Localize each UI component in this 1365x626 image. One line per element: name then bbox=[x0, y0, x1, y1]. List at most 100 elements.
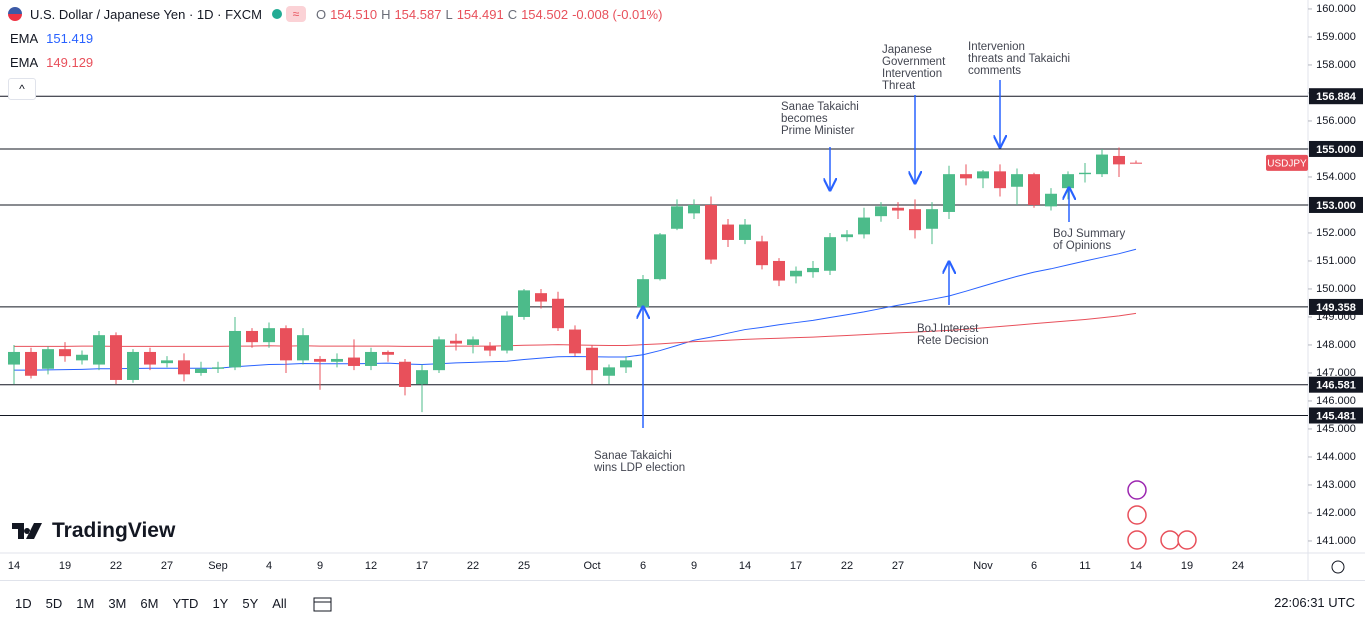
indicator-value: 149.129 bbox=[46, 55, 94, 70]
ohlc-value: 154.510 bbox=[330, 6, 378, 22]
annotation-text: wins LDP election bbox=[593, 462, 685, 474]
candle-body bbox=[93, 335, 105, 365]
settings-icon[interactable] bbox=[1331, 560, 1345, 574]
x-tick-label: 19 bbox=[1181, 560, 1193, 572]
range-button[interactable]: YTD bbox=[172, 596, 199, 611]
candle-body bbox=[161, 360, 173, 364]
candle-body bbox=[1028, 174, 1040, 205]
event-icons bbox=[1127, 480, 1197, 550]
collapse-button[interactable]: ^ bbox=[8, 78, 36, 100]
event-icon[interactable] bbox=[1177, 530, 1197, 550]
range-button[interactable]: 5Y bbox=[242, 596, 259, 611]
x-tick-label: 27 bbox=[892, 560, 904, 572]
y-tick-label: 141.000 bbox=[1316, 535, 1356, 547]
range-button[interactable]: 5D bbox=[45, 596, 63, 611]
candle-body bbox=[314, 358, 326, 362]
candle-body bbox=[195, 368, 207, 373]
candle-body bbox=[535, 293, 547, 302]
y-tick-label: 143.000 bbox=[1316, 479, 1356, 491]
ohlc-value: 154.502 bbox=[521, 6, 569, 22]
event-icon[interactable] bbox=[1127, 530, 1147, 550]
x-tick-label: 14 bbox=[1130, 560, 1142, 572]
x-tick-label: 24 bbox=[1232, 560, 1244, 572]
candle-body bbox=[671, 206, 683, 229]
candle-body bbox=[1113, 155, 1125, 165]
candle-body bbox=[654, 234, 666, 280]
candle-body bbox=[943, 174, 955, 212]
candle-body bbox=[1011, 174, 1023, 187]
annotation-text: Government bbox=[882, 56, 946, 68]
candle-body bbox=[977, 171, 989, 179]
event-icon[interactable] bbox=[1127, 480, 1147, 500]
range-button[interactable]: 6M bbox=[140, 596, 159, 611]
candle-body bbox=[705, 204, 717, 260]
annotation-text: of Opinions bbox=[1053, 240, 1111, 252]
symbol-tag-label: USDJPY bbox=[1267, 159, 1307, 170]
candle-body bbox=[416, 370, 428, 385]
x-tick-label: 6 bbox=[640, 560, 646, 572]
candle-body bbox=[909, 209, 921, 231]
candle-body bbox=[1130, 162, 1142, 164]
annotation-text: comments bbox=[968, 65, 1021, 77]
y-tick-label: 146.000 bbox=[1316, 395, 1356, 407]
range-button[interactable]: 1Y bbox=[212, 596, 229, 611]
x-tick-label: Nov bbox=[973, 560, 993, 572]
y-tick-label: 158.000 bbox=[1316, 59, 1356, 71]
indicator-value: 151.419 bbox=[46, 31, 94, 46]
range-button[interactable]: 1D bbox=[15, 596, 32, 611]
candle-body bbox=[1079, 172, 1091, 175]
candle-body bbox=[858, 217, 870, 235]
event-icon[interactable] bbox=[1127, 505, 1147, 525]
x-tick-label: 27 bbox=[161, 560, 173, 572]
candle-body bbox=[1096, 154, 1108, 175]
candle-body bbox=[76, 354, 88, 361]
candle-body bbox=[280, 328, 292, 361]
annotation-text: Sanae Takaichi bbox=[594, 450, 672, 462]
ohlc-value: 154.491 bbox=[456, 6, 504, 22]
y-tick-label: 148.000 bbox=[1316, 339, 1356, 351]
ohlc-key: H bbox=[381, 6, 391, 22]
candle-body bbox=[824, 237, 836, 271]
x-tick-label: 14 bbox=[739, 560, 751, 572]
candle-body bbox=[1062, 174, 1074, 189]
price-level-label: 155.000 bbox=[1316, 144, 1356, 156]
x-tick-label: 12 bbox=[365, 560, 377, 572]
annotation-text: BoJ Interest bbox=[917, 323, 979, 335]
indicator-legend: EMA 149.129 bbox=[10, 55, 93, 70]
candle-body bbox=[467, 339, 479, 345]
annotation-text: Prime Minister bbox=[781, 125, 855, 137]
candle-body bbox=[382, 351, 394, 355]
y-tick-label: 159.000 bbox=[1316, 31, 1356, 43]
candle-body bbox=[994, 171, 1006, 189]
date-range-icon[interactable] bbox=[312, 595, 334, 613]
price-level-tag bbox=[1309, 298, 1363, 315]
price-level-tag bbox=[1309, 140, 1363, 157]
candle-body bbox=[263, 328, 275, 343]
y-tick-label: 144.000 bbox=[1316, 451, 1356, 463]
symbol-title[interactable]: U.S. Dollar / Japanese Yen · 1D · FXCM bbox=[30, 6, 262, 22]
range-buttons: 1D 5D 1M 3M 6M YTD 1Y 5Y All bbox=[0, 596, 294, 611]
candle-body bbox=[178, 360, 190, 375]
candle-body bbox=[569, 329, 581, 354]
y-tick-label: 156.000 bbox=[1316, 115, 1356, 127]
ohlc-key: L bbox=[445, 6, 453, 22]
candle-body bbox=[399, 361, 411, 387]
candle-body bbox=[586, 347, 598, 371]
indicator-name[interactable]: EMA bbox=[10, 31, 39, 46]
event-icon[interactable] bbox=[1160, 530, 1180, 550]
y-tick-label: 142.000 bbox=[1316, 507, 1356, 519]
branding: TradingView bbox=[12, 519, 175, 543]
candle-body bbox=[637, 279, 649, 308]
annotation-text: Japanese bbox=[882, 44, 932, 56]
price-level-tag bbox=[1309, 196, 1363, 213]
y-tick-label: 147.000 bbox=[1316, 367, 1356, 379]
range-button[interactable]: 1M bbox=[76, 596, 95, 611]
candle-body bbox=[229, 330, 241, 368]
range-button[interactable]: All bbox=[272, 596, 287, 611]
range-button[interactable]: 3M bbox=[108, 596, 127, 611]
x-tick-label: 4 bbox=[266, 560, 272, 572]
ohlc-key: C bbox=[507, 6, 518, 22]
x-tick-label: 22 bbox=[841, 560, 853, 572]
x-tick-label: 19 bbox=[59, 560, 71, 572]
indicator-name[interactable]: EMA bbox=[10, 55, 39, 70]
